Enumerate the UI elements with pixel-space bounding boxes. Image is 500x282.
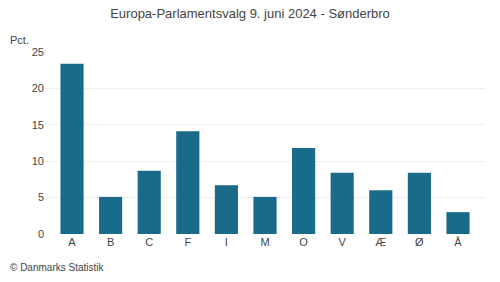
svg-text:15: 15 bbox=[32, 119, 44, 131]
svg-text:5: 5 bbox=[38, 191, 44, 203]
svg-text:25: 25 bbox=[32, 46, 44, 58]
svg-text:0: 0 bbox=[38, 228, 44, 240]
svg-text:Æ: Æ bbox=[375, 236, 386, 248]
svg-text:F: F bbox=[184, 236, 191, 248]
svg-text:Pct.: Pct. bbox=[10, 34, 29, 46]
svg-text:A: A bbox=[68, 236, 76, 248]
svg-text:V: V bbox=[339, 236, 347, 248]
svg-text:M: M bbox=[260, 236, 269, 248]
svg-text:20: 20 bbox=[32, 82, 44, 94]
svg-text:Å: Å bbox=[454, 236, 462, 248]
svg-text:C: C bbox=[145, 236, 153, 248]
svg-text:© Danmarks Statistik: © Danmarks Statistik bbox=[10, 262, 105, 273]
svg-text:B: B bbox=[107, 236, 114, 248]
svg-text:10: 10 bbox=[32, 155, 44, 167]
svg-text:O: O bbox=[299, 236, 308, 248]
svg-text:Europa-Parlamentsvalg 9. juni: Europa-Parlamentsvalg 9. juni 2024 - Søn… bbox=[110, 6, 390, 21]
svg-text:Ø: Ø bbox=[415, 236, 424, 248]
svg-text:I: I bbox=[225, 236, 228, 248]
